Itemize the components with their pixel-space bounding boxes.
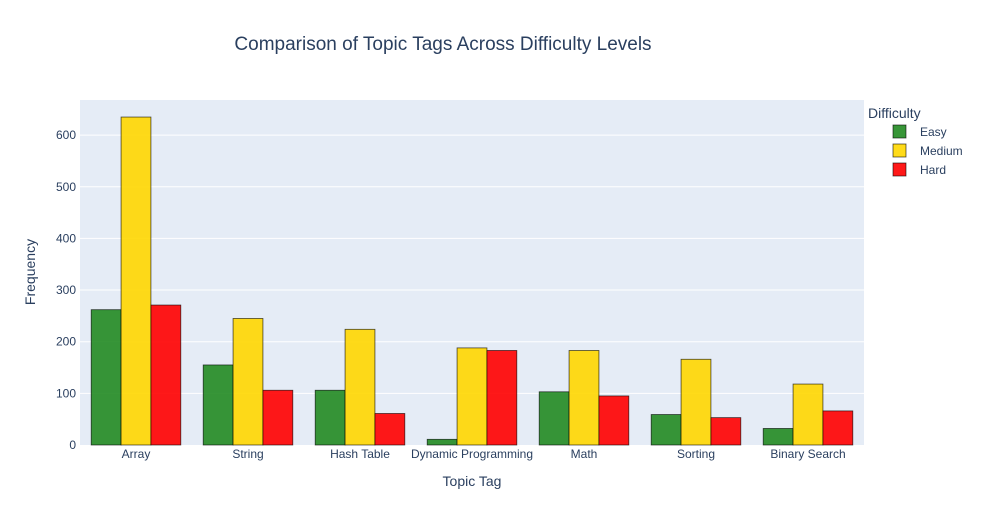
bar-easy bbox=[314, 389, 346, 446]
x-axis-title: Topic Tag bbox=[443, 473, 502, 489]
x-tick-label: Binary Search bbox=[770, 447, 845, 461]
bar-medium bbox=[344, 328, 376, 446]
bar-easy bbox=[426, 438, 458, 446]
bar-easy bbox=[538, 391, 570, 446]
y-axis-ticks: 0 100 200 300 400 500 600 bbox=[56, 128, 76, 452]
bars bbox=[90, 116, 854, 446]
legend-title: Difficulty bbox=[868, 105, 921, 121]
bar-medium bbox=[792, 383, 824, 446]
legend-swatch-easy[interactable] bbox=[892, 124, 907, 139]
legend: Difficulty Easy Medium Hard bbox=[868, 105, 963, 177]
bar-easy bbox=[202, 364, 234, 446]
bar-medium bbox=[568, 350, 600, 446]
x-tick-label: Hash Table bbox=[330, 447, 390, 461]
y-tick-label: 100 bbox=[56, 386, 76, 400]
y-tick-label: 400 bbox=[56, 231, 76, 245]
bar-hard bbox=[262, 389, 294, 446]
legend-label-easy[interactable]: Easy bbox=[920, 125, 947, 139]
legend-label-hard[interactable]: Hard bbox=[920, 163, 946, 177]
y-tick-label: 500 bbox=[56, 180, 76, 194]
y-tick-label: 0 bbox=[69, 438, 76, 452]
x-tick-label: Math bbox=[571, 447, 598, 461]
y-tick-label: 300 bbox=[56, 283, 76, 297]
bar-medium bbox=[120, 116, 152, 446]
bar-hard bbox=[150, 304, 182, 446]
x-axis-ticks: Array String Hash Table Dynamic Programming… bbox=[122, 447, 846, 461]
bar-hard bbox=[598, 395, 630, 446]
x-tick-label: String bbox=[232, 447, 263, 461]
bar-easy bbox=[90, 309, 122, 446]
bar-hard bbox=[710, 417, 742, 446]
legend-swatch-hard[interactable] bbox=[892, 162, 907, 177]
y-axis-title: Frequency bbox=[22, 239, 38, 305]
legend-label-medium[interactable]: Medium bbox=[920, 144, 963, 158]
chart-title: Comparison of Topic Tags Across Difficul… bbox=[234, 34, 651, 55]
bar-medium bbox=[680, 358, 712, 446]
x-tick-label: Array bbox=[122, 447, 151, 461]
bar-medium bbox=[232, 318, 264, 446]
bar-easy bbox=[650, 414, 682, 446]
legend-swatch-medium[interactable] bbox=[892, 143, 907, 158]
bar-medium bbox=[456, 347, 488, 446]
x-tick-label: Sorting bbox=[677, 447, 715, 461]
bar-hard bbox=[822, 410, 854, 446]
x-tick-label: Dynamic Programming bbox=[411, 447, 533, 461]
y-tick-label: 600 bbox=[56, 128, 76, 142]
bar-easy bbox=[762, 428, 794, 446]
y-tick-label: 200 bbox=[56, 335, 76, 349]
bar-hard bbox=[486, 350, 518, 446]
bar-hard bbox=[374, 413, 406, 446]
